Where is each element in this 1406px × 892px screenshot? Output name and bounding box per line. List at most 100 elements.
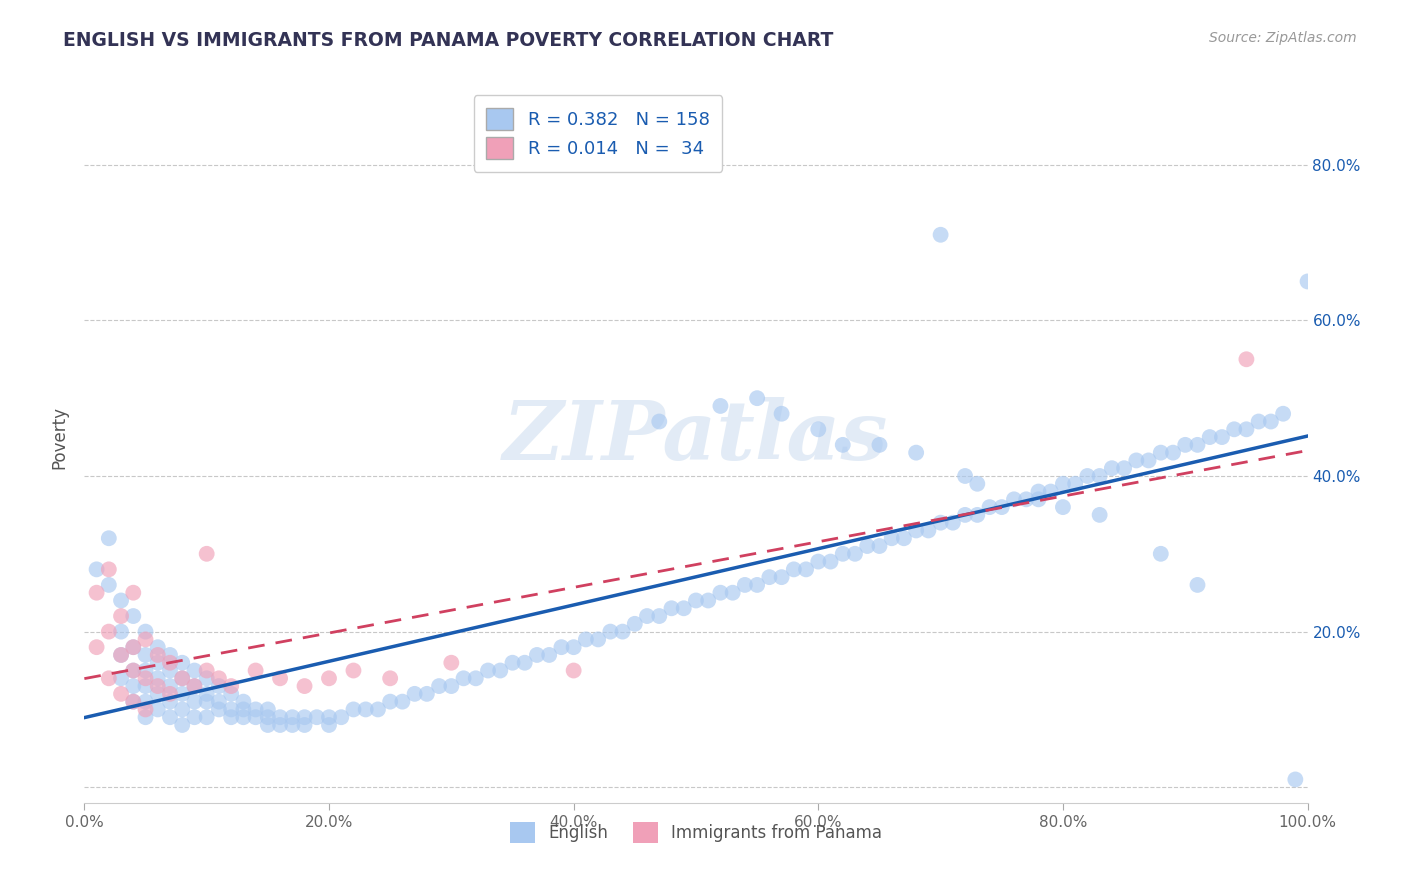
Point [697, 593, 720, 607]
Point [1064, 476, 1087, 491]
Point [146, 648, 169, 662]
Point [135, 671, 157, 685]
Point [135, 624, 157, 639]
Point [135, 710, 157, 724]
Point [269, 671, 291, 685]
Point [294, 710, 316, 724]
Point [269, 710, 291, 724]
Point [97, 624, 120, 639]
Point [1174, 438, 1197, 452]
Point [648, 609, 671, 624]
Point [380, 695, 402, 709]
Point [195, 671, 218, 685]
Point [135, 679, 157, 693]
Point [183, 679, 205, 693]
Point [477, 664, 499, 678]
Point [122, 695, 145, 709]
Point [1015, 492, 1038, 507]
Point [734, 578, 756, 592]
Point [219, 679, 242, 693]
Point [195, 687, 218, 701]
Point [709, 399, 731, 413]
Point [159, 679, 181, 693]
Point [135, 702, 157, 716]
Point [1101, 461, 1123, 475]
Point [232, 710, 254, 724]
Point [159, 664, 181, 678]
Point [953, 508, 976, 522]
Point [294, 718, 316, 732]
Point [1198, 430, 1220, 444]
Point [489, 664, 512, 678]
Point [245, 664, 267, 678]
Point [1039, 484, 1062, 499]
Point [219, 687, 242, 701]
Legend: English, Immigrants from Panama: English, Immigrants from Panama [503, 815, 889, 849]
Point [110, 687, 132, 701]
Point [575, 632, 598, 647]
Point [526, 648, 548, 662]
Point [342, 702, 364, 716]
Point [122, 695, 145, 709]
Point [404, 687, 426, 701]
Point [269, 718, 291, 732]
Point [330, 710, 353, 724]
Point [318, 710, 340, 724]
Point [636, 609, 658, 624]
Point [1247, 415, 1270, 429]
Point [1223, 422, 1246, 436]
Point [97, 578, 120, 592]
Point [208, 679, 231, 693]
Point [183, 695, 205, 709]
Point [966, 508, 988, 522]
Point [709, 585, 731, 599]
Point [1296, 275, 1319, 289]
Point [183, 710, 205, 724]
Point [172, 671, 194, 685]
Point [245, 710, 267, 724]
Point [159, 656, 181, 670]
Point [440, 656, 463, 670]
Point [538, 648, 561, 662]
Point [172, 656, 194, 670]
Point [86, 585, 108, 599]
Point [648, 415, 671, 429]
Point [1002, 492, 1025, 507]
Point [685, 593, 707, 607]
Point [135, 664, 157, 678]
Point [1161, 445, 1184, 459]
Point [219, 702, 242, 716]
Point [122, 609, 145, 624]
Point [110, 671, 132, 685]
Point [820, 555, 842, 569]
Point [122, 640, 145, 655]
Point [794, 562, 817, 576]
Point [562, 640, 585, 655]
Point [770, 570, 793, 584]
Point [1028, 484, 1050, 499]
Point [195, 695, 218, 709]
Point [562, 664, 585, 678]
Point [991, 500, 1014, 515]
Point [110, 609, 132, 624]
Point [1150, 547, 1173, 561]
Point [135, 648, 157, 662]
Point [721, 585, 744, 599]
Point [159, 648, 181, 662]
Point [979, 500, 1001, 515]
Point [869, 539, 891, 553]
Point [953, 469, 976, 483]
Point [929, 516, 952, 530]
Point [464, 671, 486, 685]
Point [208, 671, 231, 685]
Point [110, 624, 132, 639]
Point [86, 562, 108, 576]
Point [159, 695, 181, 709]
Point [1211, 430, 1233, 444]
Point [1272, 407, 1295, 421]
Point [942, 516, 965, 530]
Point [354, 702, 377, 716]
Y-axis label: Poverty: Poverty [51, 406, 69, 468]
Point [122, 664, 145, 678]
Point [146, 671, 169, 685]
